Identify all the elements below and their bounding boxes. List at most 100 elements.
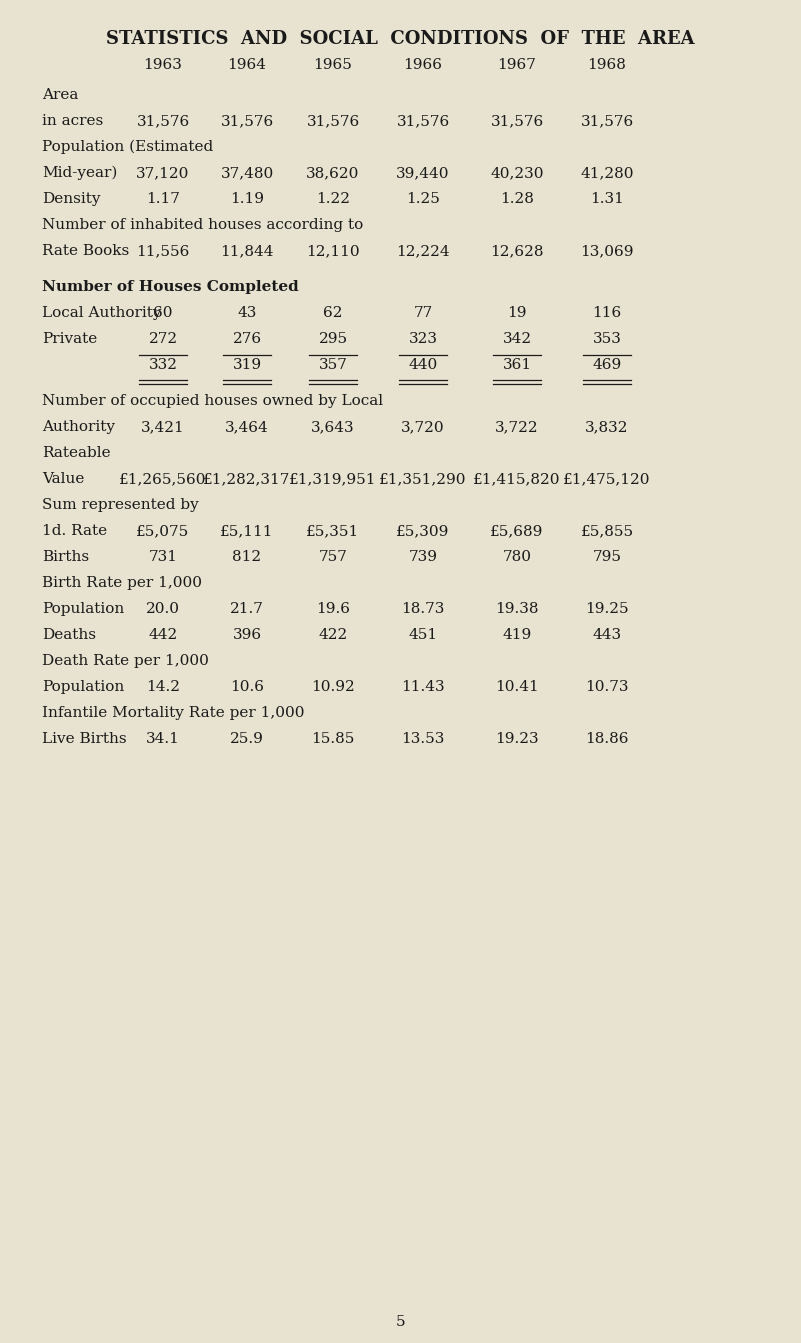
Text: 31,576: 31,576 bbox=[136, 114, 190, 128]
Text: 31,576: 31,576 bbox=[581, 114, 634, 128]
Text: 34.1: 34.1 bbox=[146, 732, 180, 745]
Text: £5,309: £5,309 bbox=[396, 524, 449, 539]
Text: Number of Houses Completed: Number of Houses Completed bbox=[42, 279, 299, 294]
Text: 1.19: 1.19 bbox=[230, 192, 264, 205]
Text: 19.6: 19.6 bbox=[316, 602, 350, 616]
Text: 357: 357 bbox=[319, 359, 348, 372]
Text: 332: 332 bbox=[148, 359, 178, 372]
Text: 14.2: 14.2 bbox=[146, 680, 180, 694]
Text: Local Authority: Local Authority bbox=[42, 306, 162, 320]
Text: 342: 342 bbox=[502, 332, 532, 346]
Text: 31,576: 31,576 bbox=[306, 114, 360, 128]
Text: Births: Births bbox=[42, 551, 89, 564]
Text: 319: 319 bbox=[232, 359, 262, 372]
Text: 3,722: 3,722 bbox=[495, 420, 539, 434]
Text: 323: 323 bbox=[409, 332, 437, 346]
Text: 422: 422 bbox=[318, 629, 348, 642]
Text: 419: 419 bbox=[502, 629, 532, 642]
Text: 10.92: 10.92 bbox=[311, 680, 355, 694]
Text: Population: Population bbox=[42, 680, 124, 694]
Text: £5,855: £5,855 bbox=[581, 524, 634, 539]
Text: Value: Value bbox=[42, 471, 84, 486]
Text: £1,282,317: £1,282,317 bbox=[203, 471, 291, 486]
Text: 37,120: 37,120 bbox=[136, 167, 190, 180]
Text: 731: 731 bbox=[148, 551, 178, 564]
Text: Private: Private bbox=[42, 332, 97, 346]
Text: 11,844: 11,844 bbox=[220, 244, 274, 258]
Text: £1,351,290: £1,351,290 bbox=[379, 471, 467, 486]
Text: 276: 276 bbox=[232, 332, 262, 346]
Text: 20.0: 20.0 bbox=[146, 602, 180, 616]
Text: 13,069: 13,069 bbox=[580, 244, 634, 258]
Text: Density: Density bbox=[42, 192, 100, 205]
Text: 1.28: 1.28 bbox=[500, 192, 534, 205]
Text: 19.23: 19.23 bbox=[495, 732, 539, 745]
Text: 295: 295 bbox=[319, 332, 348, 346]
Text: 1d. Rate: 1d. Rate bbox=[42, 524, 107, 539]
Text: Mid-year): Mid-year) bbox=[42, 167, 118, 180]
Text: 780: 780 bbox=[502, 551, 532, 564]
Text: 43: 43 bbox=[237, 306, 256, 320]
Text: £1,415,820: £1,415,820 bbox=[473, 471, 561, 486]
Text: 469: 469 bbox=[593, 359, 622, 372]
Text: 12,110: 12,110 bbox=[306, 244, 360, 258]
Text: 396: 396 bbox=[232, 629, 262, 642]
Text: £1,475,120: £1,475,120 bbox=[563, 471, 650, 486]
Text: 3,464: 3,464 bbox=[225, 420, 269, 434]
Text: 19.25: 19.25 bbox=[586, 602, 629, 616]
Text: 5: 5 bbox=[396, 1315, 405, 1330]
Text: £5,111: £5,111 bbox=[220, 524, 274, 539]
Text: 272: 272 bbox=[148, 332, 178, 346]
Text: 19.38: 19.38 bbox=[495, 602, 539, 616]
Text: Population (Estimated: Population (Estimated bbox=[42, 140, 213, 154]
Text: 812: 812 bbox=[232, 551, 262, 564]
Text: 41,280: 41,280 bbox=[580, 167, 634, 180]
Text: 37,480: 37,480 bbox=[220, 167, 274, 180]
Text: 11,556: 11,556 bbox=[136, 244, 190, 258]
Text: 442: 442 bbox=[148, 629, 178, 642]
Text: 3,720: 3,720 bbox=[401, 420, 445, 434]
Text: 795: 795 bbox=[593, 551, 622, 564]
Text: 19: 19 bbox=[507, 306, 527, 320]
Text: 60: 60 bbox=[153, 306, 173, 320]
Text: 1968: 1968 bbox=[588, 58, 626, 73]
Text: 11.43: 11.43 bbox=[401, 680, 445, 694]
Text: 21.7: 21.7 bbox=[230, 602, 264, 616]
Text: 10.73: 10.73 bbox=[586, 680, 629, 694]
Text: Death Rate per 1,000: Death Rate per 1,000 bbox=[42, 654, 209, 667]
Text: Live Births: Live Births bbox=[42, 732, 127, 745]
Text: 77: 77 bbox=[413, 306, 433, 320]
Text: 25.9: 25.9 bbox=[230, 732, 264, 745]
Text: £1,319,951: £1,319,951 bbox=[289, 471, 376, 486]
Text: £5,689: £5,689 bbox=[490, 524, 544, 539]
Text: Area: Area bbox=[42, 89, 78, 102]
Text: 62: 62 bbox=[324, 306, 343, 320]
Text: 1963: 1963 bbox=[143, 58, 183, 73]
Text: 353: 353 bbox=[593, 332, 622, 346]
Text: 39,440: 39,440 bbox=[396, 167, 449, 180]
Text: 1964: 1964 bbox=[227, 58, 267, 73]
Text: £5,075: £5,075 bbox=[136, 524, 190, 539]
Text: 1.25: 1.25 bbox=[406, 192, 440, 205]
Text: Population: Population bbox=[42, 602, 124, 616]
Text: 13.53: 13.53 bbox=[401, 732, 445, 745]
Text: 739: 739 bbox=[409, 551, 437, 564]
Text: 38,620: 38,620 bbox=[306, 167, 360, 180]
Text: in acres: in acres bbox=[42, 114, 103, 128]
Text: Birth Rate per 1,000: Birth Rate per 1,000 bbox=[42, 576, 202, 590]
Text: 451: 451 bbox=[409, 629, 437, 642]
Text: 18.73: 18.73 bbox=[401, 602, 445, 616]
Text: 12,628: 12,628 bbox=[490, 244, 544, 258]
Text: 3,832: 3,832 bbox=[586, 420, 629, 434]
Text: 1.31: 1.31 bbox=[590, 192, 624, 205]
Text: Number of occupied houses owned by Local: Number of occupied houses owned by Local bbox=[42, 393, 383, 408]
Text: 116: 116 bbox=[593, 306, 622, 320]
Text: 40,230: 40,230 bbox=[490, 167, 544, 180]
Text: 31,576: 31,576 bbox=[490, 114, 544, 128]
Text: £5,351: £5,351 bbox=[306, 524, 360, 539]
Text: Rate Books: Rate Books bbox=[42, 244, 129, 258]
Text: 3,421: 3,421 bbox=[141, 420, 185, 434]
Text: Number of inhabited houses according to: Number of inhabited houses according to bbox=[42, 218, 363, 232]
Text: 1965: 1965 bbox=[313, 58, 352, 73]
Text: 443: 443 bbox=[593, 629, 622, 642]
